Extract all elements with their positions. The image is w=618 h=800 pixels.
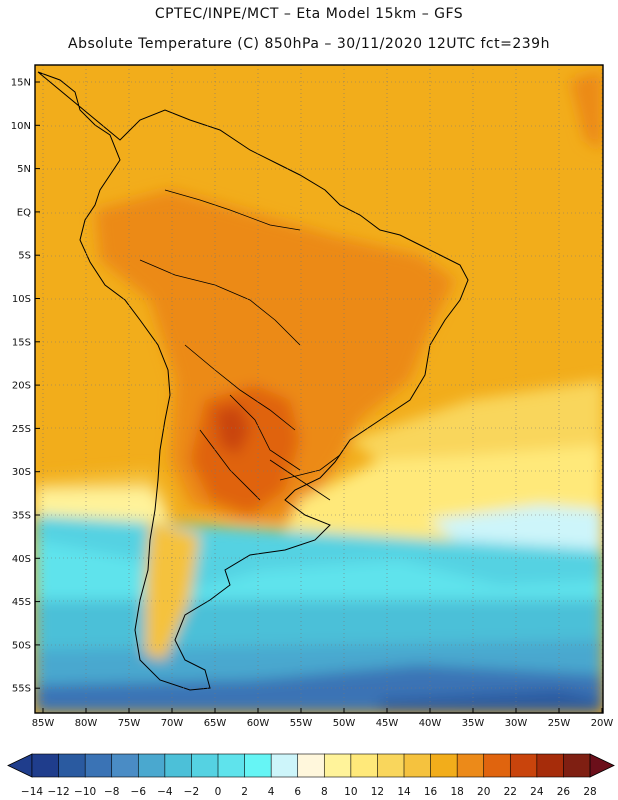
lat-label: 50S bbox=[12, 640, 31, 651]
colorbar-label: 0 bbox=[215, 786, 222, 798]
colorbar-swatch bbox=[111, 753, 139, 778]
colorbar-swatch bbox=[350, 753, 379, 778]
lon-label: 65W bbox=[204, 718, 227, 729]
lon-label: 25W bbox=[548, 718, 571, 729]
lat-label: 10N bbox=[11, 121, 31, 132]
latitude-axis: 15N 10N 5N EQ 5S 10S 15S 20S 25S 30S 35S 40S 45S 50S 5… bbox=[11, 78, 40, 695]
lon-label: 55W bbox=[290, 718, 313, 729]
lon-label: 85W bbox=[32, 718, 55, 729]
colorbar-label: 22 bbox=[504, 786, 517, 798]
lat-label: 35S bbox=[12, 511, 31, 522]
colorbar-swatch bbox=[509, 753, 538, 778]
colorbar-swatch bbox=[84, 753, 113, 778]
lat-label: 55S bbox=[12, 684, 31, 695]
colorbar-swatch bbox=[137, 753, 166, 778]
lat-label: 15N bbox=[11, 78, 31, 89]
colorbar-label: 28 bbox=[583, 786, 596, 798]
colorbar-label: 6 bbox=[294, 786, 301, 798]
colorbar-label: 20 bbox=[477, 786, 490, 798]
lat-label: 5N bbox=[17, 164, 31, 175]
lon-label: 50W bbox=[333, 718, 356, 729]
colorbar-swatch bbox=[323, 753, 352, 778]
colorbar-swatch bbox=[191, 753, 219, 778]
colorbar-label: −4 bbox=[157, 786, 173, 798]
colorbar-swatch bbox=[536, 753, 565, 778]
lon-label: 80W bbox=[75, 718, 98, 729]
colorbar-label: 26 bbox=[557, 786, 571, 798]
colorbar-min-arrow bbox=[7, 753, 33, 778]
colorbar: −14 −12 −10 −8 −6 −4 −2 0 2 4 6 8 10 12 14 16 18 20 22 24 26… bbox=[7, 753, 615, 798]
lat-label: 20S bbox=[12, 381, 31, 392]
lon-label: 20W bbox=[591, 718, 614, 729]
colorbar-swatch bbox=[297, 753, 325, 778]
colorbar-label: −6 bbox=[131, 786, 147, 798]
lat-label: 40S bbox=[12, 554, 31, 565]
colorbar-label: 14 bbox=[397, 786, 411, 798]
colorbar-max-arrow bbox=[589, 753, 615, 778]
colorbar-swatch bbox=[430, 753, 458, 778]
lat-label: 45S bbox=[12, 597, 31, 608]
colorbar-swatch bbox=[563, 753, 591, 778]
lon-label: 70W bbox=[161, 718, 184, 729]
lon-label: 35W bbox=[462, 718, 485, 729]
colorbar-label: 24 bbox=[530, 786, 544, 798]
temperature-field bbox=[35, 65, 603, 713]
colorbar-label: 8 bbox=[321, 786, 328, 798]
graticule bbox=[35, 65, 603, 713]
colorbar-label: 10 bbox=[344, 786, 357, 798]
colorbar-label: 4 bbox=[268, 786, 275, 798]
lon-label: 60W bbox=[247, 718, 270, 729]
colorbar-label: 18 bbox=[450, 786, 463, 798]
colorbar-label: −8 bbox=[104, 786, 119, 798]
colorbar-swatch bbox=[164, 753, 193, 778]
colorbar-label: −2 bbox=[184, 786, 199, 798]
colorbar-swatch bbox=[31, 753, 60, 778]
lon-label: 45W bbox=[376, 718, 399, 729]
colorbar-swatch bbox=[403, 753, 432, 778]
colorbar-swatch bbox=[456, 753, 485, 778]
map-title-line2: Absolute Temperature (C) 850hPa – 30/11/… bbox=[68, 36, 550, 52]
colorbar-swatch bbox=[58, 753, 86, 778]
longitude-axis: 85W 80W 75W 70W 65W 60W 55W 50W 45W 40W 35W 30W 25W 2… bbox=[32, 708, 614, 729]
lat-label: EQ bbox=[17, 207, 31, 218]
colorbar-label: 12 bbox=[371, 786, 384, 798]
lat-label: 15S bbox=[12, 337, 31, 348]
country-borders bbox=[139, 189, 341, 501]
plot-frame bbox=[34, 64, 604, 714]
map-title-line1: CPTEC/INPE/MCT – Eta Model 15km – GFS bbox=[154, 6, 464, 22]
lat-label: 10S bbox=[12, 294, 31, 305]
lat-label: 30S bbox=[12, 467, 31, 478]
colorbar-label: 2 bbox=[241, 786, 248, 798]
colorbar-label: 16 bbox=[424, 786, 438, 798]
lon-label: 30W bbox=[505, 718, 528, 729]
colorbar-swatch bbox=[244, 753, 272, 778]
lat-label: 5S bbox=[18, 251, 31, 262]
colorbar-swatch bbox=[270, 753, 299, 778]
lat-label: 25S bbox=[12, 424, 31, 435]
colorbar-swatch bbox=[483, 753, 511, 778]
colorbar-label: −10 bbox=[74, 786, 96, 798]
colorbar-label: −14 bbox=[21, 786, 43, 798]
colorbar-label: −12 bbox=[47, 786, 69, 798]
colorbar-swatch bbox=[217, 753, 246, 778]
lon-label: 75W bbox=[118, 718, 141, 729]
colorbar-swatch bbox=[377, 753, 405, 778]
lon-label: 40W bbox=[419, 718, 442, 729]
coastline bbox=[37, 71, 469, 691]
